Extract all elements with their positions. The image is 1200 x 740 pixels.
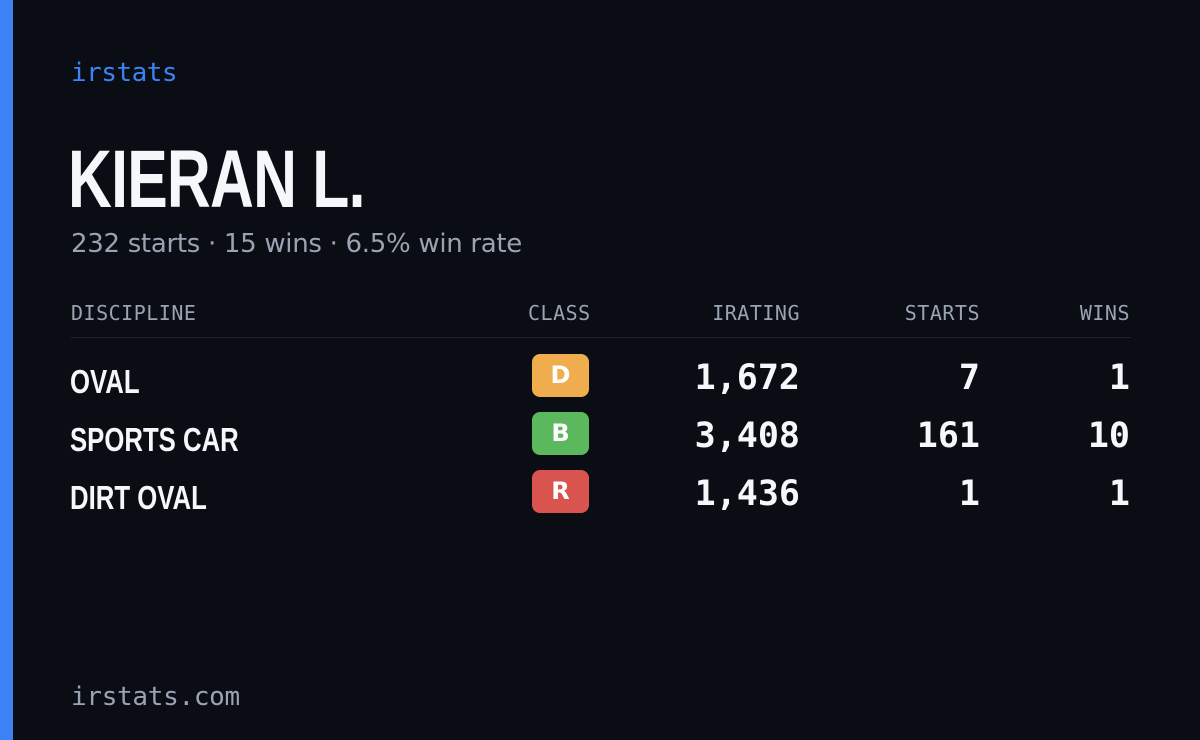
- wins-value: 1: [1108, 474, 1130, 514]
- driver-name: KIERAN L.: [68, 134, 365, 225]
- discipline-name: DIRT OVAL: [70, 479, 207, 516]
- brand-logo-text: irstats: [71, 58, 178, 88]
- license-class-badge: R: [532, 470, 589, 513]
- irating-value: 3,408: [694, 416, 800, 456]
- header-irating: IRATING: [712, 301, 800, 325]
- table-row: OVAL D 1,672 7 1: [0, 354, 1200, 412]
- starts-value: 1: [958, 474, 980, 514]
- irating-value: 1,672: [694, 358, 800, 398]
- starts-value: 161: [916, 416, 980, 456]
- header-wins: WINS: [1079, 301, 1130, 325]
- table-row: DIRT OVAL R 1,436 1 1: [0, 470, 1200, 528]
- header-divider: [71, 337, 1131, 338]
- discipline-name: OVAL: [70, 363, 140, 400]
- starts-value: 7: [958, 358, 980, 398]
- discipline-name: SPORTS CAR: [70, 421, 239, 458]
- license-class-badge: B: [532, 412, 589, 455]
- wins-value: 10: [1087, 416, 1130, 456]
- table-row: SPORTS CAR B 3,408 161 10: [0, 412, 1200, 470]
- footer-url: irstats.com: [71, 682, 240, 712]
- accent-bar: [0, 0, 13, 740]
- header-starts: STARTS: [904, 301, 980, 325]
- license-class-badge: D: [532, 354, 589, 397]
- irating-value: 1,436: [694, 474, 800, 514]
- header-class: CLASS: [528, 301, 591, 325]
- wins-value: 1: [1108, 358, 1130, 398]
- driver-summary: 232 starts · 15 wins · 6.5% win rate: [71, 229, 523, 259]
- header-discipline: DISCIPLINE: [71, 301, 197, 325]
